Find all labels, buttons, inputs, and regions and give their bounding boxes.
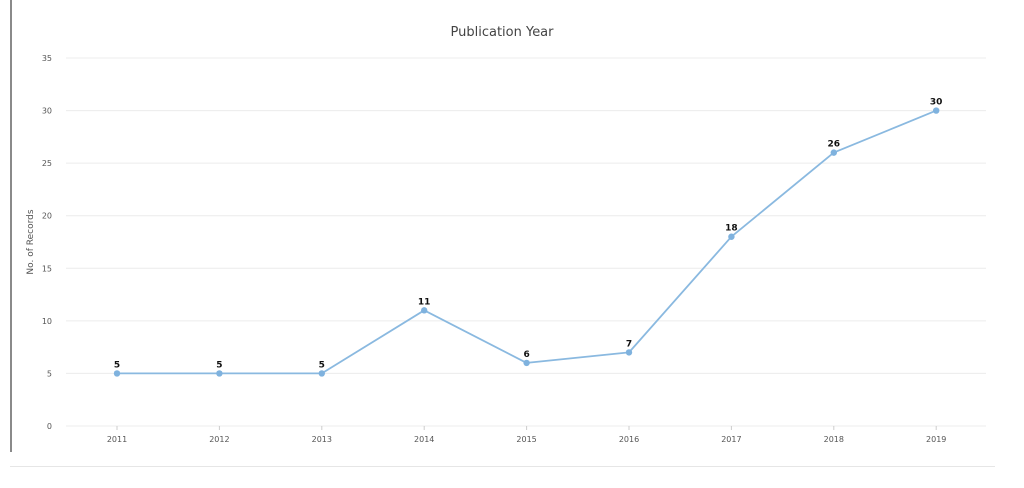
- data-label-2011: 5: [114, 360, 120, 370]
- y-tick-label-15: 15: [42, 264, 52, 273]
- x-tick-label-2013: 2013: [312, 435, 332, 444]
- data-point-2019: [933, 107, 940, 114]
- y-tick-label-25: 25: [42, 159, 52, 168]
- data-point-2015: [523, 359, 530, 367]
- x-tick-label-2018: 2018: [824, 435, 844, 444]
- x-tick-label-2019: 2019: [926, 435, 946, 444]
- chart-title: Publication Year: [451, 25, 555, 40]
- x-tick-label-2011: 2011: [107, 435, 127, 444]
- data-point-2017: [728, 233, 735, 240]
- y-tick-label-35: 35: [42, 54, 52, 63]
- y-tick-label-10: 10: [42, 317, 52, 326]
- data-label-2012: 5: [216, 360, 222, 370]
- data-label-2016: 7: [626, 339, 632, 349]
- y-tick-label-30: 30: [42, 107, 52, 116]
- data-point-2018: [830, 149, 837, 156]
- bottom-border: [10, 466, 995, 467]
- x-tick-label-2017: 2017: [721, 435, 741, 444]
- data-point-2013: [318, 370, 325, 377]
- data-point-2011: [113, 370, 121, 377]
- y-tick-label-0: 0: [47, 422, 52, 431]
- series-line: [117, 109, 937, 375]
- data-label-2019: 30: [930, 98, 943, 108]
- data-point-2012: [216, 370, 223, 377]
- x-tick-label-2012: 2012: [209, 435, 229, 444]
- x-tick-label-2014: 2014: [414, 435, 434, 444]
- data-label-2015: 6: [523, 350, 529, 360]
- x-tick-label-2016: 2016: [619, 435, 639, 444]
- data-point-2014: [421, 307, 428, 314]
- left-border: [10, 0, 12, 452]
- data-label-2014: 11: [418, 297, 431, 307]
- y-axis-label: No. of Records: [26, 209, 36, 274]
- data-label-2018: 26: [828, 140, 841, 150]
- y-tick-label-5: 5: [47, 369, 52, 378]
- data-label-2017: 18: [725, 224, 738, 234]
- data-label-2013: 5: [319, 360, 325, 370]
- y-tick-label-20: 20: [42, 212, 52, 221]
- x-tick-label-2015: 2015: [516, 435, 536, 444]
- data-point-2016: [625, 349, 633, 356]
